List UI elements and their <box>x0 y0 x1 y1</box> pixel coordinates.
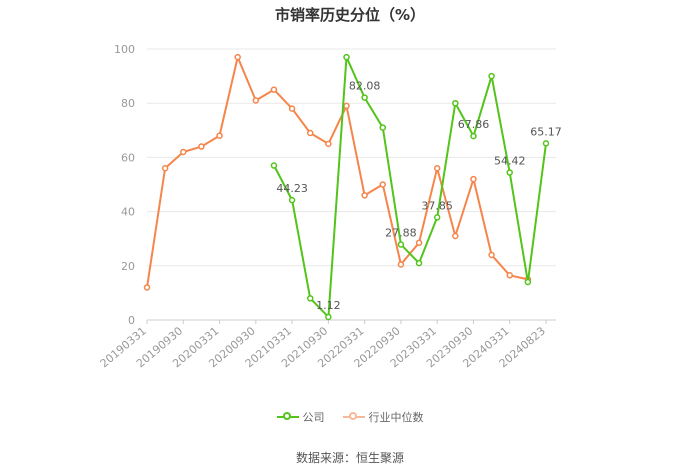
data-point[interactable] <box>306 295 314 302</box>
y-tick-label: 0 <box>128 314 135 327</box>
data-label: 82.08 <box>349 80 381 93</box>
data-point[interactable] <box>470 175 477 183</box>
data-point[interactable] <box>379 181 387 188</box>
y-tick-label: 80 <box>121 97 135 110</box>
legend: 公司 行业中位数 <box>0 409 700 425</box>
legend-item-industry-median[interactable]: 行业中位数 <box>342 409 424 425</box>
data-point[interactable] <box>252 97 260 104</box>
data-point[interactable] <box>270 162 278 169</box>
data-point[interactable] <box>379 124 387 131</box>
data-point[interactable] <box>415 239 423 247</box>
data-point[interactable] <box>415 259 423 267</box>
y-tick-label: 20 <box>121 260 135 273</box>
data-point[interactable] <box>288 196 296 204</box>
data-point[interactable] <box>542 140 550 147</box>
data-point[interactable] <box>180 148 187 156</box>
x-axis: 2019033120190930202003312020093020210331… <box>98 319 556 370</box>
legend-swatch-industry-median <box>342 411 365 423</box>
data-point[interactable] <box>143 284 151 291</box>
data-point[interactable] <box>433 164 441 172</box>
data-label: 27.88 <box>385 226 417 239</box>
data-point[interactable] <box>161 164 169 172</box>
series-line-1 <box>146 53 529 288</box>
chart-title: 市销率历史分位（%） <box>274 6 426 24</box>
legend-swatch-company <box>276 411 299 423</box>
legend-item-company[interactable]: 公司 <box>276 409 325 425</box>
data-point[interactable] <box>488 251 495 259</box>
data-point[interactable] <box>270 86 278 93</box>
data-point[interactable] <box>433 214 441 221</box>
data-point[interactable] <box>343 53 350 61</box>
legend-label-industry-median: 行业中位数 <box>368 411 424 424</box>
data-point[interactable] <box>198 143 205 150</box>
data-point[interactable] <box>216 132 223 139</box>
y-tick-label: 100 <box>114 43 135 56</box>
data-point[interactable] <box>506 272 513 279</box>
data-point[interactable] <box>325 140 332 148</box>
data-labels: 44.23 1.12 82.08 27.88 37.85 67.86 54.42 65.17 <box>276 80 561 312</box>
data-label: 65.17 <box>530 125 562 138</box>
data-label: 67.86 <box>458 118 490 131</box>
data-point[interactable] <box>325 313 332 321</box>
data-point[interactable] <box>397 261 405 268</box>
data-point[interactable] <box>488 72 495 80</box>
data-label: 37.85 <box>421 199 453 212</box>
data-point[interactable] <box>361 192 368 199</box>
y-axis-ticks: 0 20 40 60 80 100 <box>114 43 135 327</box>
legend-label-company: 公司 <box>302 411 325 424</box>
data-label: 1.12 <box>316 299 341 312</box>
data-point[interactable] <box>524 278 532 286</box>
data-point[interactable] <box>452 99 459 107</box>
data-point[interactable] <box>397 241 405 248</box>
data-source: 数据来源：恒生聚源 <box>295 451 404 465</box>
data-point[interactable] <box>288 105 296 112</box>
y-tick-label: 40 <box>121 206 135 219</box>
y-tick-label: 60 <box>121 151 135 164</box>
data-point[interactable] <box>234 53 241 61</box>
data-label: 54.42 <box>494 155 526 168</box>
data-point[interactable] <box>506 169 513 176</box>
data-point[interactable] <box>361 94 368 101</box>
series-line-0 <box>273 56 547 320</box>
series-lines <box>143 53 550 321</box>
data-point[interactable] <box>470 132 477 140</box>
data-label: 44.23 <box>276 182 308 195</box>
data-point[interactable] <box>343 102 350 110</box>
line-chart: 0 20 40 60 80 100 201903312019093020200331202… <box>98 43 562 370</box>
data-point[interactable] <box>452 232 459 240</box>
data-point[interactable] <box>306 129 314 137</box>
